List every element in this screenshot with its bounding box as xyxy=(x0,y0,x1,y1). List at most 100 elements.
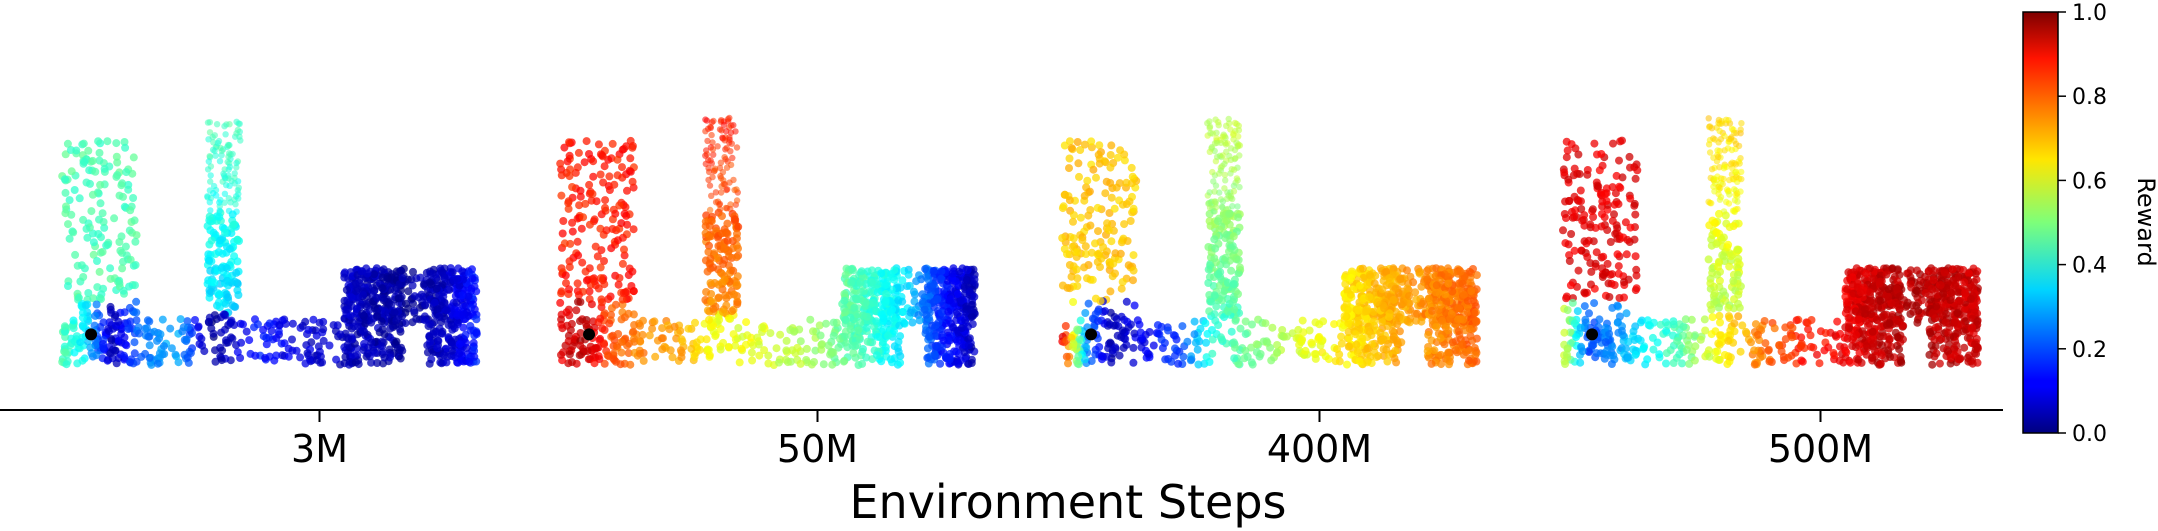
scatter-point xyxy=(568,227,577,236)
scatter-point xyxy=(83,233,92,242)
scatter-point xyxy=(748,356,757,365)
scatter-point xyxy=(760,346,769,355)
scatter-point xyxy=(105,327,113,336)
scatter-point xyxy=(734,324,743,332)
scatter-point xyxy=(706,279,715,287)
scatter-point xyxy=(449,276,458,285)
scatter-point xyxy=(585,220,594,229)
scatter-point xyxy=(1234,203,1241,210)
scatter-point xyxy=(1225,115,1232,123)
scatter-point xyxy=(578,258,587,267)
scatter-point xyxy=(620,251,629,260)
scatter-point xyxy=(461,330,470,339)
scatter-point xyxy=(596,170,605,179)
scatter-point xyxy=(84,289,93,297)
scatter-point xyxy=(596,224,605,233)
scatter-point xyxy=(716,200,724,208)
scatter-point xyxy=(233,130,240,137)
scatter-point xyxy=(1241,346,1250,355)
scatter-point xyxy=(72,146,81,155)
scatter-point xyxy=(1103,219,1112,228)
scatter-point xyxy=(574,251,583,260)
scatter-point xyxy=(392,337,401,346)
scatter-point xyxy=(824,341,833,350)
scatter-point xyxy=(758,323,767,332)
scatter-point xyxy=(1215,225,1224,234)
scatter-point xyxy=(1840,333,1849,342)
scatter-point xyxy=(132,308,141,317)
scatter-point xyxy=(562,279,570,288)
scatter-point xyxy=(948,269,957,278)
scatter-point xyxy=(304,325,313,334)
scatter-point xyxy=(957,324,966,333)
scatter-point xyxy=(937,308,946,317)
scatter-point xyxy=(862,353,871,362)
scatter-point xyxy=(1129,358,1138,367)
scatter-point xyxy=(1738,321,1747,330)
scatter-point xyxy=(215,137,223,145)
scatter-point xyxy=(223,181,230,189)
scatter-point xyxy=(1427,359,1436,368)
scatter-point xyxy=(231,170,238,177)
scatter-point xyxy=(70,348,79,357)
scatter-point xyxy=(815,321,824,330)
scatter-point xyxy=(620,245,628,254)
scatter-point xyxy=(179,323,188,332)
scatter-point xyxy=(96,248,105,257)
scatter-point xyxy=(428,269,437,278)
scatter-point xyxy=(1220,287,1229,295)
scatter-point xyxy=(436,358,445,367)
scatter-point xyxy=(834,343,843,352)
scatter-point xyxy=(74,293,83,302)
scatter-point xyxy=(221,123,228,130)
scatter-point xyxy=(599,178,608,187)
scatter-point xyxy=(1438,317,1447,325)
scatter-point xyxy=(87,349,96,358)
scatter-point xyxy=(211,357,220,366)
scatter-point xyxy=(360,327,369,336)
scatter-point xyxy=(433,305,442,314)
scatter-point xyxy=(91,167,100,176)
scatter-point xyxy=(574,148,583,157)
scatter-point xyxy=(615,274,624,282)
scatter-point xyxy=(1395,327,1404,336)
scatter-point xyxy=(229,220,238,229)
scatter-point xyxy=(1626,223,1635,232)
scatter-point xyxy=(829,331,838,340)
scatter-point xyxy=(587,196,596,205)
scatter-point xyxy=(556,159,565,168)
scatter-point xyxy=(921,265,930,273)
scatter-point xyxy=(1113,331,1122,340)
scatter-point xyxy=(228,210,237,219)
scatter-point xyxy=(373,294,382,302)
scatter-point xyxy=(704,247,713,256)
scatter-point xyxy=(668,353,677,362)
scatter-point xyxy=(1241,317,1250,326)
scatter-point xyxy=(200,347,209,356)
scatter-point xyxy=(717,206,724,213)
scatter-point xyxy=(435,290,444,299)
scatter-point xyxy=(619,289,628,297)
scatter-point xyxy=(216,236,225,245)
scatter-point xyxy=(182,335,191,344)
scatter-point xyxy=(1097,352,1106,361)
scatter-point xyxy=(371,348,380,357)
scatter-point xyxy=(1465,324,1474,333)
scatter-point xyxy=(130,216,139,225)
scatter-point xyxy=(315,318,324,327)
scatter-point xyxy=(565,350,574,359)
scatter-point xyxy=(600,359,609,368)
scatter-point xyxy=(377,317,386,326)
scatter-point xyxy=(1219,152,1227,159)
scatter-point xyxy=(89,238,98,247)
scatter-point xyxy=(432,284,441,293)
scatter-point xyxy=(600,280,609,289)
scatter-point xyxy=(1065,196,1074,205)
scatter-point xyxy=(1076,146,1085,154)
scatter-point xyxy=(727,129,735,136)
scatter-point xyxy=(1273,341,1282,349)
scatter-point xyxy=(112,139,121,148)
scatter-point xyxy=(1268,323,1277,332)
scatter-point xyxy=(1396,275,1405,284)
scatter-point xyxy=(1204,265,1213,274)
